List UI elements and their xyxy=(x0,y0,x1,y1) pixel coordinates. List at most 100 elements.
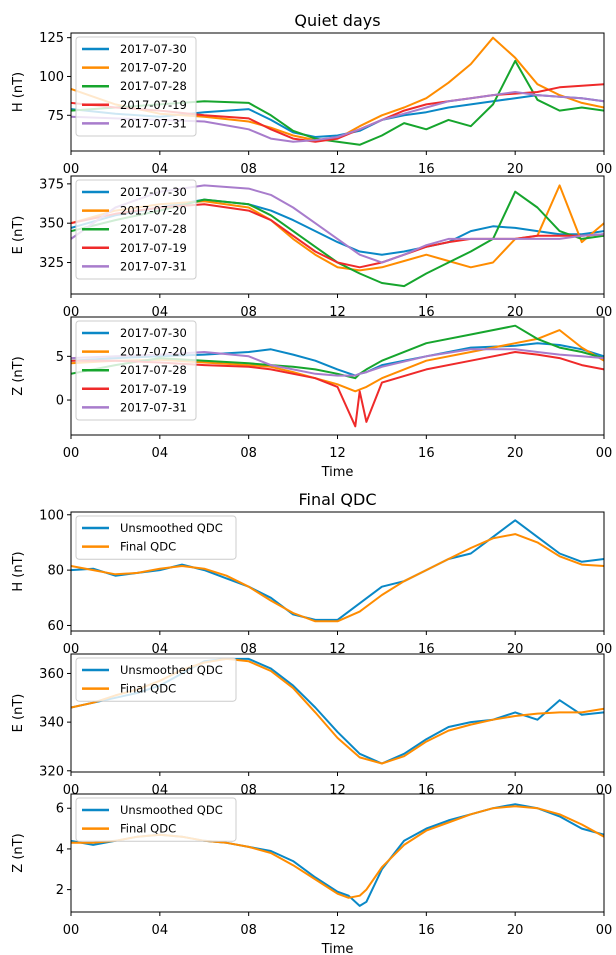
legend: 2017-07-30 2017-07-20 2017-07-28 2017-07-19… xyxy=(75,320,197,421)
x-tick-label: 00 xyxy=(63,923,80,938)
x-tick-label: 12 xyxy=(329,923,346,938)
x-tick-label: 00 xyxy=(63,642,80,657)
legend-label: Unsmoothed QDC xyxy=(120,663,223,677)
x-tick-label: 04 xyxy=(152,446,169,461)
legend-label: Final QDC xyxy=(120,682,176,696)
x-tick-label: 12 xyxy=(329,162,346,177)
y-axis-label: H (nT) xyxy=(11,72,26,112)
legend-label: 2017-07-19 xyxy=(120,382,187,396)
legend-label: Final QDC xyxy=(120,540,176,554)
series-line-5 xyxy=(71,91,604,143)
x-tick-label: 00 xyxy=(596,305,613,320)
y-tick-label: 340 xyxy=(39,716,64,731)
x-tick-label: 20 xyxy=(507,783,524,798)
legend-label: Unsmoothed QDC xyxy=(120,521,223,535)
legend-label: 2017-07-30 xyxy=(120,42,187,56)
y-tick-label: 80 xyxy=(47,564,64,579)
legend-label: 2017-07-28 xyxy=(120,363,187,377)
x-tick-label: 20 xyxy=(507,923,524,938)
x-tick-label: 20 xyxy=(507,446,524,461)
series-line-5 xyxy=(71,348,604,377)
legend-label: 2017-07-28 xyxy=(120,222,187,236)
x-tick-label: 00 xyxy=(596,923,613,938)
legend-label: 2017-07-31 xyxy=(120,259,187,273)
x-tick-label: 08 xyxy=(240,642,257,657)
x-tick-label: 12 xyxy=(329,305,346,320)
x-tick-label: 04 xyxy=(152,923,169,938)
legend-label: Unsmoothed QDC xyxy=(120,803,223,817)
legend-label: 2017-07-30 xyxy=(120,185,187,199)
x-tick-label: 04 xyxy=(152,642,169,657)
x-tick-label: 12 xyxy=(329,642,346,657)
x-tick-label: 16 xyxy=(418,642,435,657)
legend-label: 2017-07-20 xyxy=(120,345,187,359)
y-axis-label: E (nT) xyxy=(11,216,26,255)
legend: 2017-07-30 2017-07-20 2017-07-28 2017-07-19… xyxy=(75,36,197,137)
chart-panel-1: 75 100 125 00 04 08 12 16 20 00 H (nT) Quiet days 20… xyxy=(11,11,612,177)
y-tick-label: 5 xyxy=(56,350,64,365)
x-tick-label: 04 xyxy=(152,162,169,177)
x-tick-label: 08 xyxy=(240,783,257,798)
x-tick-label: 12 xyxy=(329,783,346,798)
series-line-5 xyxy=(71,184,604,264)
series-line-2 xyxy=(71,533,604,623)
x-tick-label: 20 xyxy=(507,305,524,320)
x-tick-label: 04 xyxy=(152,305,169,320)
y-tick-label: 360 xyxy=(39,667,64,682)
x-tick-label: 08 xyxy=(240,162,257,177)
x-tick-label: 16 xyxy=(418,783,435,798)
x-tick-label: 16 xyxy=(418,446,435,461)
x-tick-label: 00 xyxy=(63,446,80,461)
x-axis-label: Time xyxy=(321,465,354,480)
x-tick-label: 00 xyxy=(596,162,613,177)
series-line-2 xyxy=(71,329,604,393)
legend-box xyxy=(75,320,197,421)
chart-title: Final QDC xyxy=(298,490,376,509)
x-tick-label: 20 xyxy=(507,642,524,657)
series-line-1 xyxy=(71,519,604,621)
y-axis-label: H (nT) xyxy=(11,551,26,591)
y-tick-label: 325 xyxy=(39,256,64,271)
series-line-4 xyxy=(71,351,604,428)
y-tick-label: 375 xyxy=(39,177,64,192)
y-tick-label: 125 xyxy=(39,31,64,46)
legend: 2017-07-30 2017-07-20 2017-07-28 2017-07-19… xyxy=(75,179,197,280)
y-tick-label: 60 xyxy=(47,619,64,634)
legend-label: 2017-07-19 xyxy=(120,241,187,255)
legend-box xyxy=(75,515,237,560)
legend-label: 2017-07-31 xyxy=(120,116,187,130)
x-axis-label: Time xyxy=(321,942,354,955)
y-tick-label: 2 xyxy=(56,883,64,898)
y-tick-label: 350 xyxy=(39,217,64,232)
y-tick-label: 100 xyxy=(39,70,64,85)
legend: Unsmoothed QDC Final QDC xyxy=(75,797,237,842)
y-tick-label: 6 xyxy=(56,802,64,817)
y-tick-label: 0 xyxy=(56,394,64,409)
legend-label: 2017-07-20 xyxy=(120,61,187,75)
x-tick-label: 12 xyxy=(329,446,346,461)
legend-box xyxy=(75,657,237,702)
y-axis-label: E (nT) xyxy=(11,694,26,733)
x-tick-label: 20 xyxy=(507,162,524,177)
legend: Unsmoothed QDC Final QDC xyxy=(75,657,237,702)
y-tick-label: 4 xyxy=(56,842,64,857)
y-tick-label: 100 xyxy=(39,508,64,523)
legend-box xyxy=(75,179,197,280)
legend-box xyxy=(75,36,197,137)
x-tick-label: 08 xyxy=(240,446,257,461)
series-group xyxy=(71,184,604,288)
y-axis-label: Z (nT) xyxy=(11,833,26,872)
legend-label: 2017-07-20 xyxy=(120,204,187,218)
x-tick-label: 16 xyxy=(418,162,435,177)
x-tick-label: 16 xyxy=(418,305,435,320)
series-line-3 xyxy=(71,190,604,288)
legend-box xyxy=(75,797,237,842)
legend-label: 2017-07-30 xyxy=(120,326,187,340)
legend-label: 2017-07-19 xyxy=(120,98,187,112)
y-axis-label: Z (nT) xyxy=(11,356,26,395)
series-line-3 xyxy=(71,59,604,146)
